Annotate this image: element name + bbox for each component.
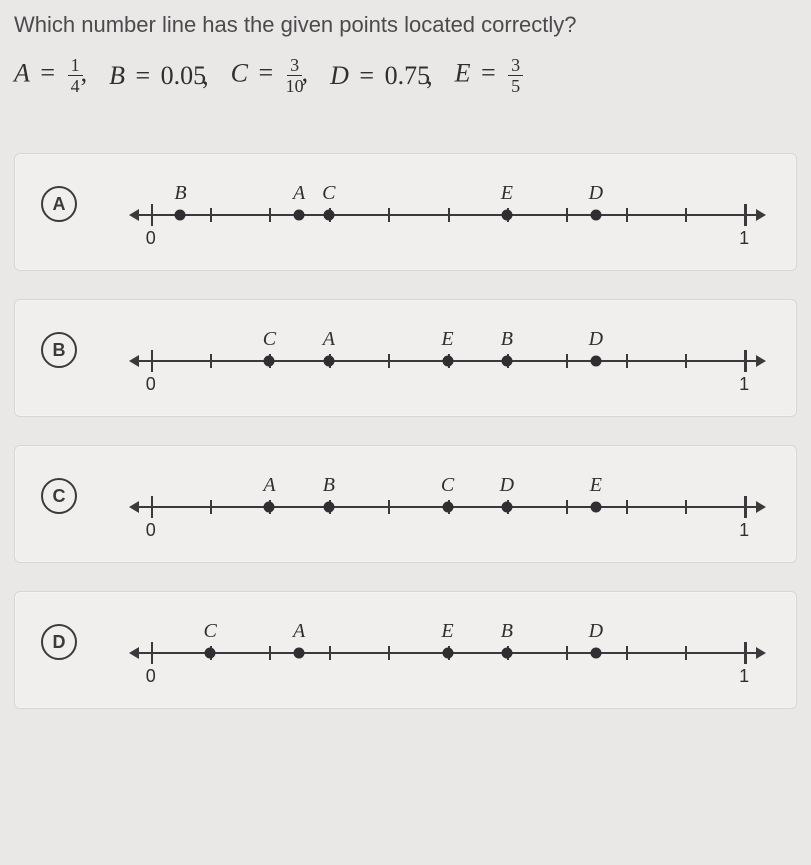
option-label-D: D	[41, 624, 77, 660]
point-label-A: A	[323, 328, 335, 351]
point-A	[264, 502, 275, 513]
option-D[interactable]: D 0 1 C A E B D	[14, 591, 797, 709]
definition-D: D = 0.75,	[330, 61, 432, 91]
minor-tick	[269, 646, 271, 660]
minor-tick	[388, 500, 390, 514]
options-list: A01BACEDB01CAEBDC01ABCDED01CAEBD	[14, 153, 797, 709]
numberline-D: 01CAEBD	[125, 606, 770, 678]
question-text: Which number line has the given points l…	[14, 12, 797, 38]
tick-label: 0	[146, 520, 156, 541]
numberline-B: 01CAEBD	[125, 314, 770, 386]
definition-E: E = 35	[455, 56, 526, 95]
minor-tick	[566, 646, 568, 660]
major-tick	[151, 642, 154, 664]
numberline-A: 01BACED	[125, 168, 770, 240]
minor-tick	[626, 646, 628, 660]
minor-tick	[626, 208, 628, 222]
minor-tick	[210, 354, 212, 368]
point-label-D: D	[589, 182, 603, 205]
option-B[interactable]: B 0 1 C A E B D	[14, 299, 797, 417]
point-C	[205, 648, 216, 659]
point-E	[442, 648, 453, 659]
point-B	[323, 502, 334, 513]
minor-tick	[448, 208, 450, 222]
definition-A: A = 14,	[14, 56, 87, 95]
point-label-D: D	[589, 328, 603, 351]
minor-tick	[329, 646, 331, 660]
point-label-E: E	[441, 620, 453, 643]
point-label-A: A	[293, 620, 305, 643]
definition-C: C = 310,	[231, 56, 309, 95]
point-label-C: C	[203, 620, 216, 643]
major-tick	[744, 350, 747, 372]
tick-label: 0	[146, 666, 156, 687]
minor-tick	[566, 500, 568, 514]
point-E	[590, 502, 601, 513]
option-label-C: C	[41, 478, 77, 514]
minor-tick	[626, 354, 628, 368]
minor-tick	[388, 208, 390, 222]
point-D	[501, 502, 512, 513]
major-tick	[744, 496, 747, 518]
point-D	[590, 210, 601, 221]
major-tick	[151, 204, 154, 226]
point-label-D: D	[500, 474, 514, 497]
tick-label: 1	[739, 374, 749, 395]
point-label-E: E	[441, 328, 453, 351]
major-tick	[744, 642, 747, 664]
minor-tick	[388, 354, 390, 368]
minor-tick	[269, 208, 271, 222]
minor-tick	[685, 500, 687, 514]
point-label-C: C	[441, 474, 454, 497]
tick-label: 0	[146, 228, 156, 249]
minor-tick	[685, 646, 687, 660]
point-label-E: E	[501, 182, 513, 205]
point-label-A: A	[293, 182, 305, 205]
minor-tick	[626, 500, 628, 514]
minor-tick	[210, 500, 212, 514]
point-A	[323, 356, 334, 367]
option-label-B: B	[41, 332, 77, 368]
point-label-E: E	[590, 474, 602, 497]
point-C	[442, 502, 453, 513]
tick-label: 1	[739, 520, 749, 541]
minor-tick	[566, 354, 568, 368]
point-C	[323, 210, 334, 221]
option-C[interactable]: C 0 1 A B C D E	[14, 445, 797, 563]
minor-tick	[685, 354, 687, 368]
major-tick	[151, 496, 154, 518]
point-label-B: B	[323, 474, 335, 497]
definitions-row: A = 14, B = 0.05, C = 310, D = 0.75, E = 35	[14, 56, 797, 95]
minor-tick	[566, 208, 568, 222]
point-B	[175, 210, 186, 221]
point-label-B: B	[501, 620, 513, 643]
option-label-A: A	[41, 186, 77, 222]
major-tick	[151, 350, 154, 372]
minor-tick	[210, 208, 212, 222]
minor-tick	[685, 208, 687, 222]
tick-label: 1	[739, 228, 749, 249]
point-label-C: C	[263, 328, 276, 351]
point-A	[294, 648, 305, 659]
point-E	[501, 210, 512, 221]
point-label-D: D	[589, 620, 603, 643]
option-A[interactable]: A01BACED	[14, 153, 797, 271]
numberline-C: 01ABCDE	[125, 460, 770, 532]
point-label-C: C	[322, 182, 335, 205]
point-label-A: A	[263, 474, 275, 497]
point-label-B: B	[501, 328, 513, 351]
point-C	[264, 356, 275, 367]
major-tick	[744, 204, 747, 226]
tick-label: 1	[739, 666, 749, 687]
point-B	[501, 356, 512, 367]
point-D	[590, 648, 601, 659]
point-B	[501, 648, 512, 659]
point-A	[294, 210, 305, 221]
point-label-B: B	[174, 182, 186, 205]
minor-tick	[388, 646, 390, 660]
point-E	[442, 356, 453, 367]
point-D	[590, 356, 601, 367]
definition-B: B = 0.05,	[109, 61, 209, 91]
tick-label: 0	[146, 374, 156, 395]
